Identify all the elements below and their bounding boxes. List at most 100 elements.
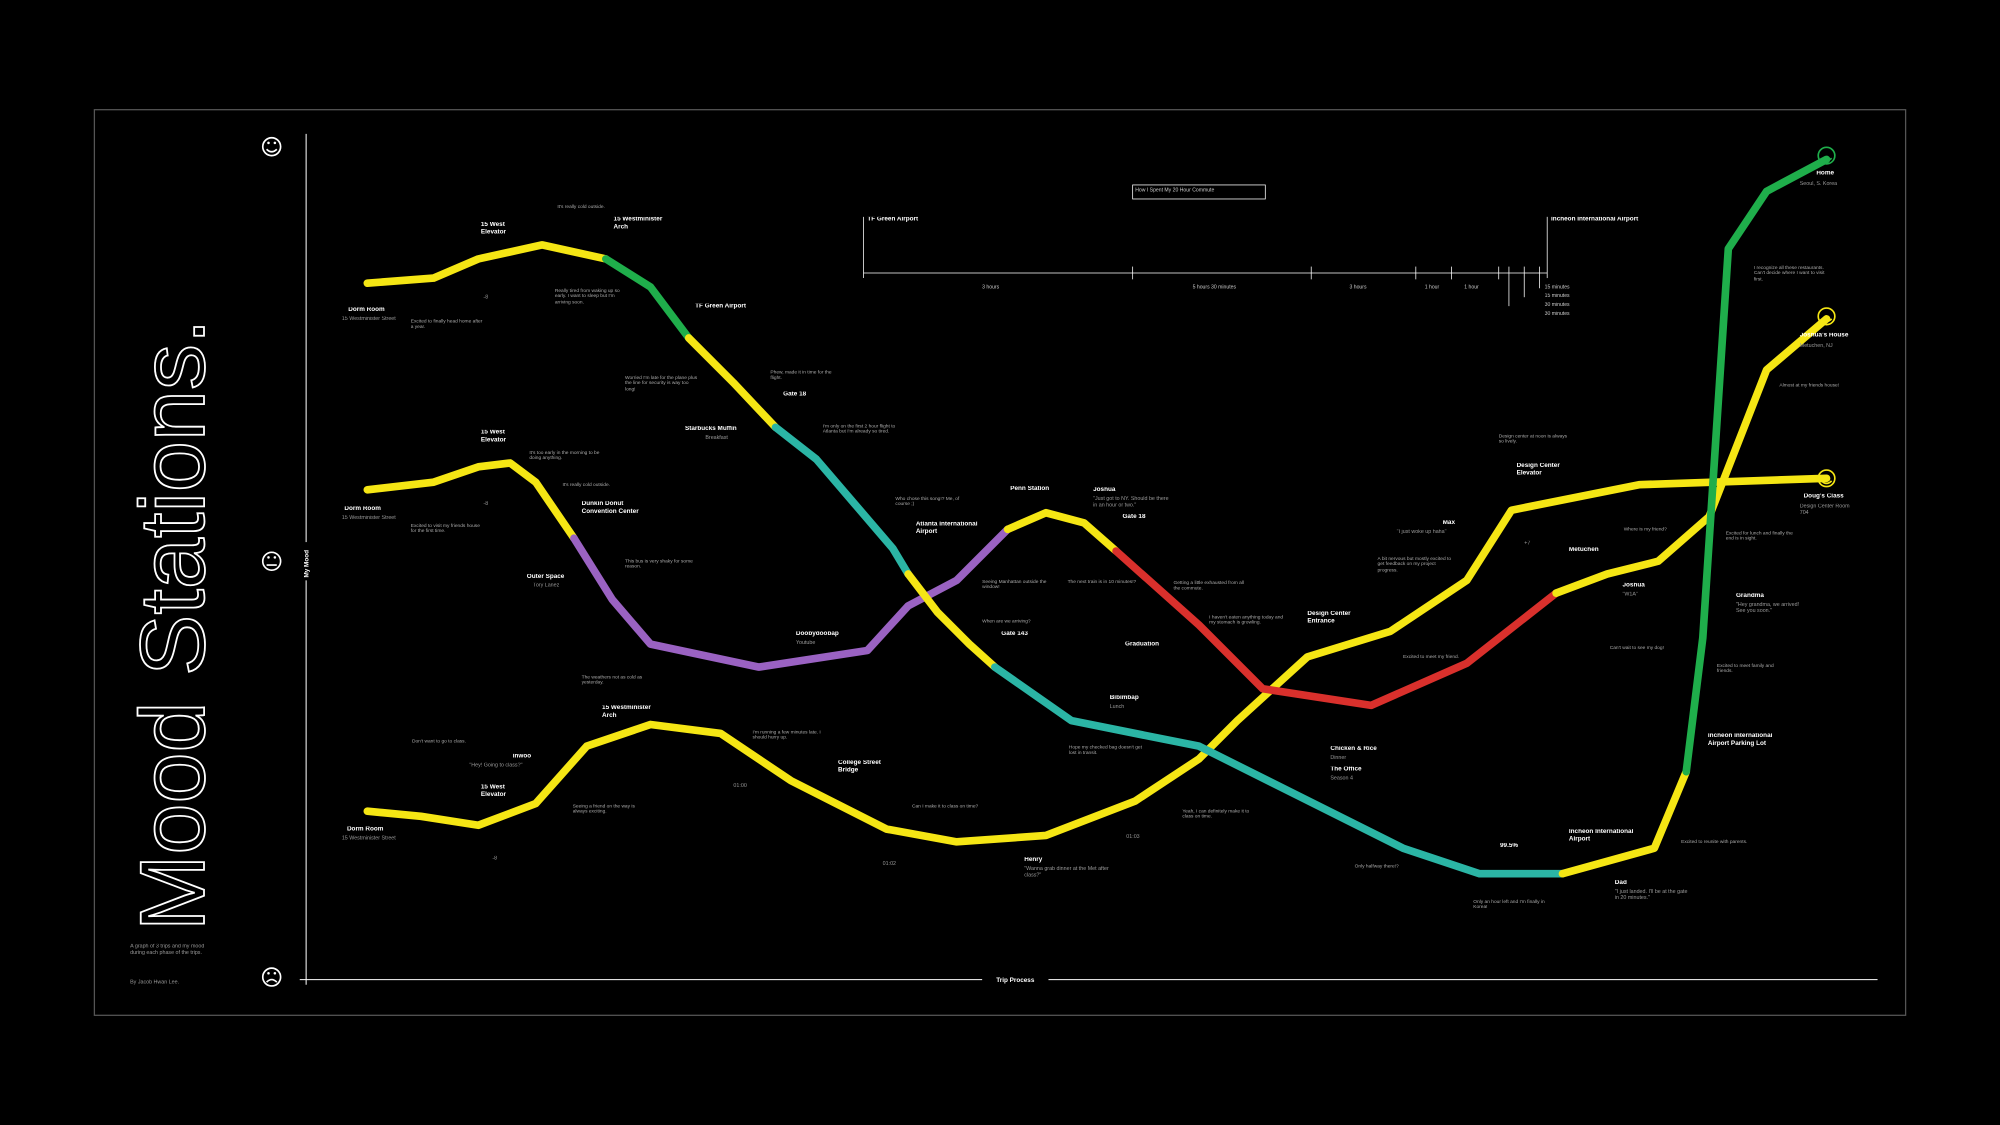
station-name: College Street Bridge <box>838 760 881 774</box>
mood-note: Excited to finally head home after a yea… <box>410 318 483 330</box>
label-box: It's really cold outside. <box>557 204 605 209</box>
label-box: Yeah, I can definitely make it to class … <box>1182 809 1249 820</box>
legend-stop: TF Green Airport <box>867 216 919 224</box>
label-box: -8 <box>492 855 498 861</box>
label-box: Penn Station <box>1010 486 1049 492</box>
caption: "Just got to NY. Should be there in an h… <box>1093 496 1169 508</box>
label-box: Metuchen, NJ <box>1799 343 1833 349</box>
caption: "Hey grandma, we arrived! See you soon." <box>1735 602 1800 614</box>
label-box: TF Green Airport <box>867 216 919 224</box>
label-box: Really tired from waking up so early. I … <box>555 288 620 304</box>
legend-duration: 3 hours <box>1349 284 1367 290</box>
station-name: 99.5% <box>1500 843 1519 850</box>
label-box: Joshua's House <box>380 494 423 495</box>
mood-note: Excited to visit my friends house for th… <box>410 522 480 534</box>
station-name: Dunkin Donut Convention Center <box>581 501 639 515</box>
route-trip-2 <box>1003 508 1120 555</box>
label-box: Excited to reunite with parents. <box>1681 839 1747 844</box>
label-box: This bus is very shaky for some reason. <box>625 559 693 570</box>
caption: 01:00 <box>733 783 747 789</box>
label-box: Inwoo <box>513 754 531 760</box>
mood-note: Almost at my friends house! <box>1779 382 1840 388</box>
mood-note: When are we arriving? <box>982 618 1031 624</box>
route-trip-1 <box>684 334 780 432</box>
label-box: I recognize all these restaurants. Can't… <box>1753 265 1825 282</box>
label-box: "W1A" <box>1622 592 1637 597</box>
label-box: I haven't eaten anything today and my st… <box>1209 615 1283 626</box>
mood-note: Phew, made it in time for the flight. <box>770 369 832 381</box>
label-box: Grandma <box>1736 593 1764 599</box>
mood-note: Who chose this song!? Me, of course ;) <box>895 496 960 507</box>
label-box: Doug's Class <box>380 820 417 822</box>
label-box: Don't want to go to class. <box>411 738 466 744</box>
label-box: Gate 18 <box>783 392 806 398</box>
caption: 15 Westminister Street <box>341 515 396 521</box>
label-box: 30 minutes <box>1545 311 1570 316</box>
label-box: By Jacob Hwan Lee. <box>130 980 179 985</box>
label-box: Seeing a friend on the way is always exc… <box>573 804 635 815</box>
station-name: Doug's Class <box>1803 493 1844 500</box>
route-trip-2-train <box>1112 547 1560 710</box>
mood-note: A bit nervous but mostly excited to get … <box>1377 556 1452 573</box>
label-box: Starbucks Muffin <box>685 426 737 432</box>
label-box: Total time: 12 minutes <box>1747 486 1803 488</box>
mood-note: Don't want to go to class. <box>411 738 466 744</box>
label-box: "Wanna grab dinner at the Met after clas… <box>1024 866 1109 877</box>
label-box: Where is my friend? <box>1624 527 1667 532</box>
axis-gap <box>982 971 1049 988</box>
station-name: Dorm Room <box>348 307 385 314</box>
label-box: Dunkin Donut Convention Center <box>581 501 639 515</box>
station-name: Design Center Entrance <box>1307 610 1351 625</box>
label-box: It's too early in the morning to be doin… <box>529 450 599 461</box>
label-box: Hope my checked bag doesn't get lost in … <box>1068 744 1142 756</box>
label-box: Gate 143 <box>1001 631 1028 637</box>
label-box: Excited to finally head home after a yea… <box>410 318 483 330</box>
label-box: A bit nervous but mostly excited to get … <box>1377 556 1452 573</box>
mood-note: The weathers not as cold as yesterday. <box>581 674 643 686</box>
caption: Metuchen, NJ <box>1799 343 1833 349</box>
label-box: How I Spent My 20 Hour Commute <box>1135 187 1214 192</box>
label-box: Tory Lanez <box>533 583 559 588</box>
legend-duration: 3 hours <box>982 284 1000 290</box>
caption: Design Center Room 704 <box>1799 503 1850 516</box>
label-box: 15 West Elevator <box>481 222 506 235</box>
label-box: Excited to meet family and friends. <box>1717 663 1774 674</box>
label-box: +7 <box>1524 541 1530 546</box>
label-box: 15 Westminister Arch <box>613 216 663 231</box>
title: Mood Stations. <box>122 319 224 932</box>
station-name: Max <box>1442 520 1456 527</box>
route-trip-3 <box>363 474 1831 846</box>
caption: Dinner <box>1330 755 1347 761</box>
mood-note: I recognize all these restaurants. Can't… <box>1753 265 1825 282</box>
face-eyes <box>267 141 277 975</box>
label-box: Home <box>380 291 401 293</box>
station-name: Outer Space <box>526 573 565 581</box>
label-box: I'm running a few minutes late. I should… <box>753 730 821 741</box>
legend-duration: 15 minutes <box>1544 284 1570 290</box>
label-box: The weathers not as cold as yesterday. <box>581 674 643 686</box>
label-box: Worried I'm late for the plane plus the … <box>625 375 697 391</box>
label-box: 15 Westminister Street <box>342 835 396 840</box>
station-name: Graduation <box>1125 641 1160 648</box>
mood-note: Hope my checked bag doesn't get lost in … <box>1068 744 1142 756</box>
station-name: Doobydoobap <box>795 631 839 638</box>
mood-note: Excited to meet my friend. <box>1403 654 1460 660</box>
route-trip-2-bus <box>570 525 1012 671</box>
label-box: Excited to visit my friends house for th… <box>410 522 480 534</box>
label-box: Incheon International Airport Parking Lo… <box>1708 733 1772 746</box>
label-box: Only an hour left and I'm finally in Kor… <box>1473 899 1544 910</box>
caption: -8 <box>492 855 498 861</box>
station-name: 15 West Elevator <box>480 784 507 799</box>
label-box: Youtube <box>796 640 815 645</box>
y-axis-label: My Mood <box>304 550 311 578</box>
label-box: Seoul, S. Korea <box>1800 181 1837 186</box>
route-trip-1-car <box>602 255 693 342</box>
caption: -8 <box>483 294 489 300</box>
label-box: -8 <box>483 501 488 506</box>
label-box: 30 minutes <box>1545 302 1570 307</box>
label-box: The next train is in 10 minutes!? <box>1068 579 1137 584</box>
label-box: 15 Westminister Street <box>342 316 396 321</box>
label-box: Getting a little exhausted from all the … <box>1173 580 1244 591</box>
station-name: 15 Westminister Arch <box>613 216 663 231</box>
station-name: The Office <box>1330 766 1362 773</box>
